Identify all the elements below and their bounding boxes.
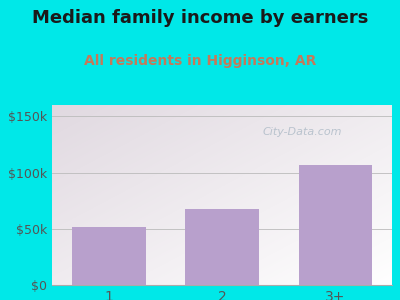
Text: Median family income by earners: Median family income by earners [32,9,368,27]
Bar [72,226,146,285]
Bar [298,165,372,285]
Text: All residents in Higginson, AR: All residents in Higginson, AR [84,54,316,68]
Text: City-Data.com: City-Data.com [263,127,342,136]
Bar [185,208,259,285]
